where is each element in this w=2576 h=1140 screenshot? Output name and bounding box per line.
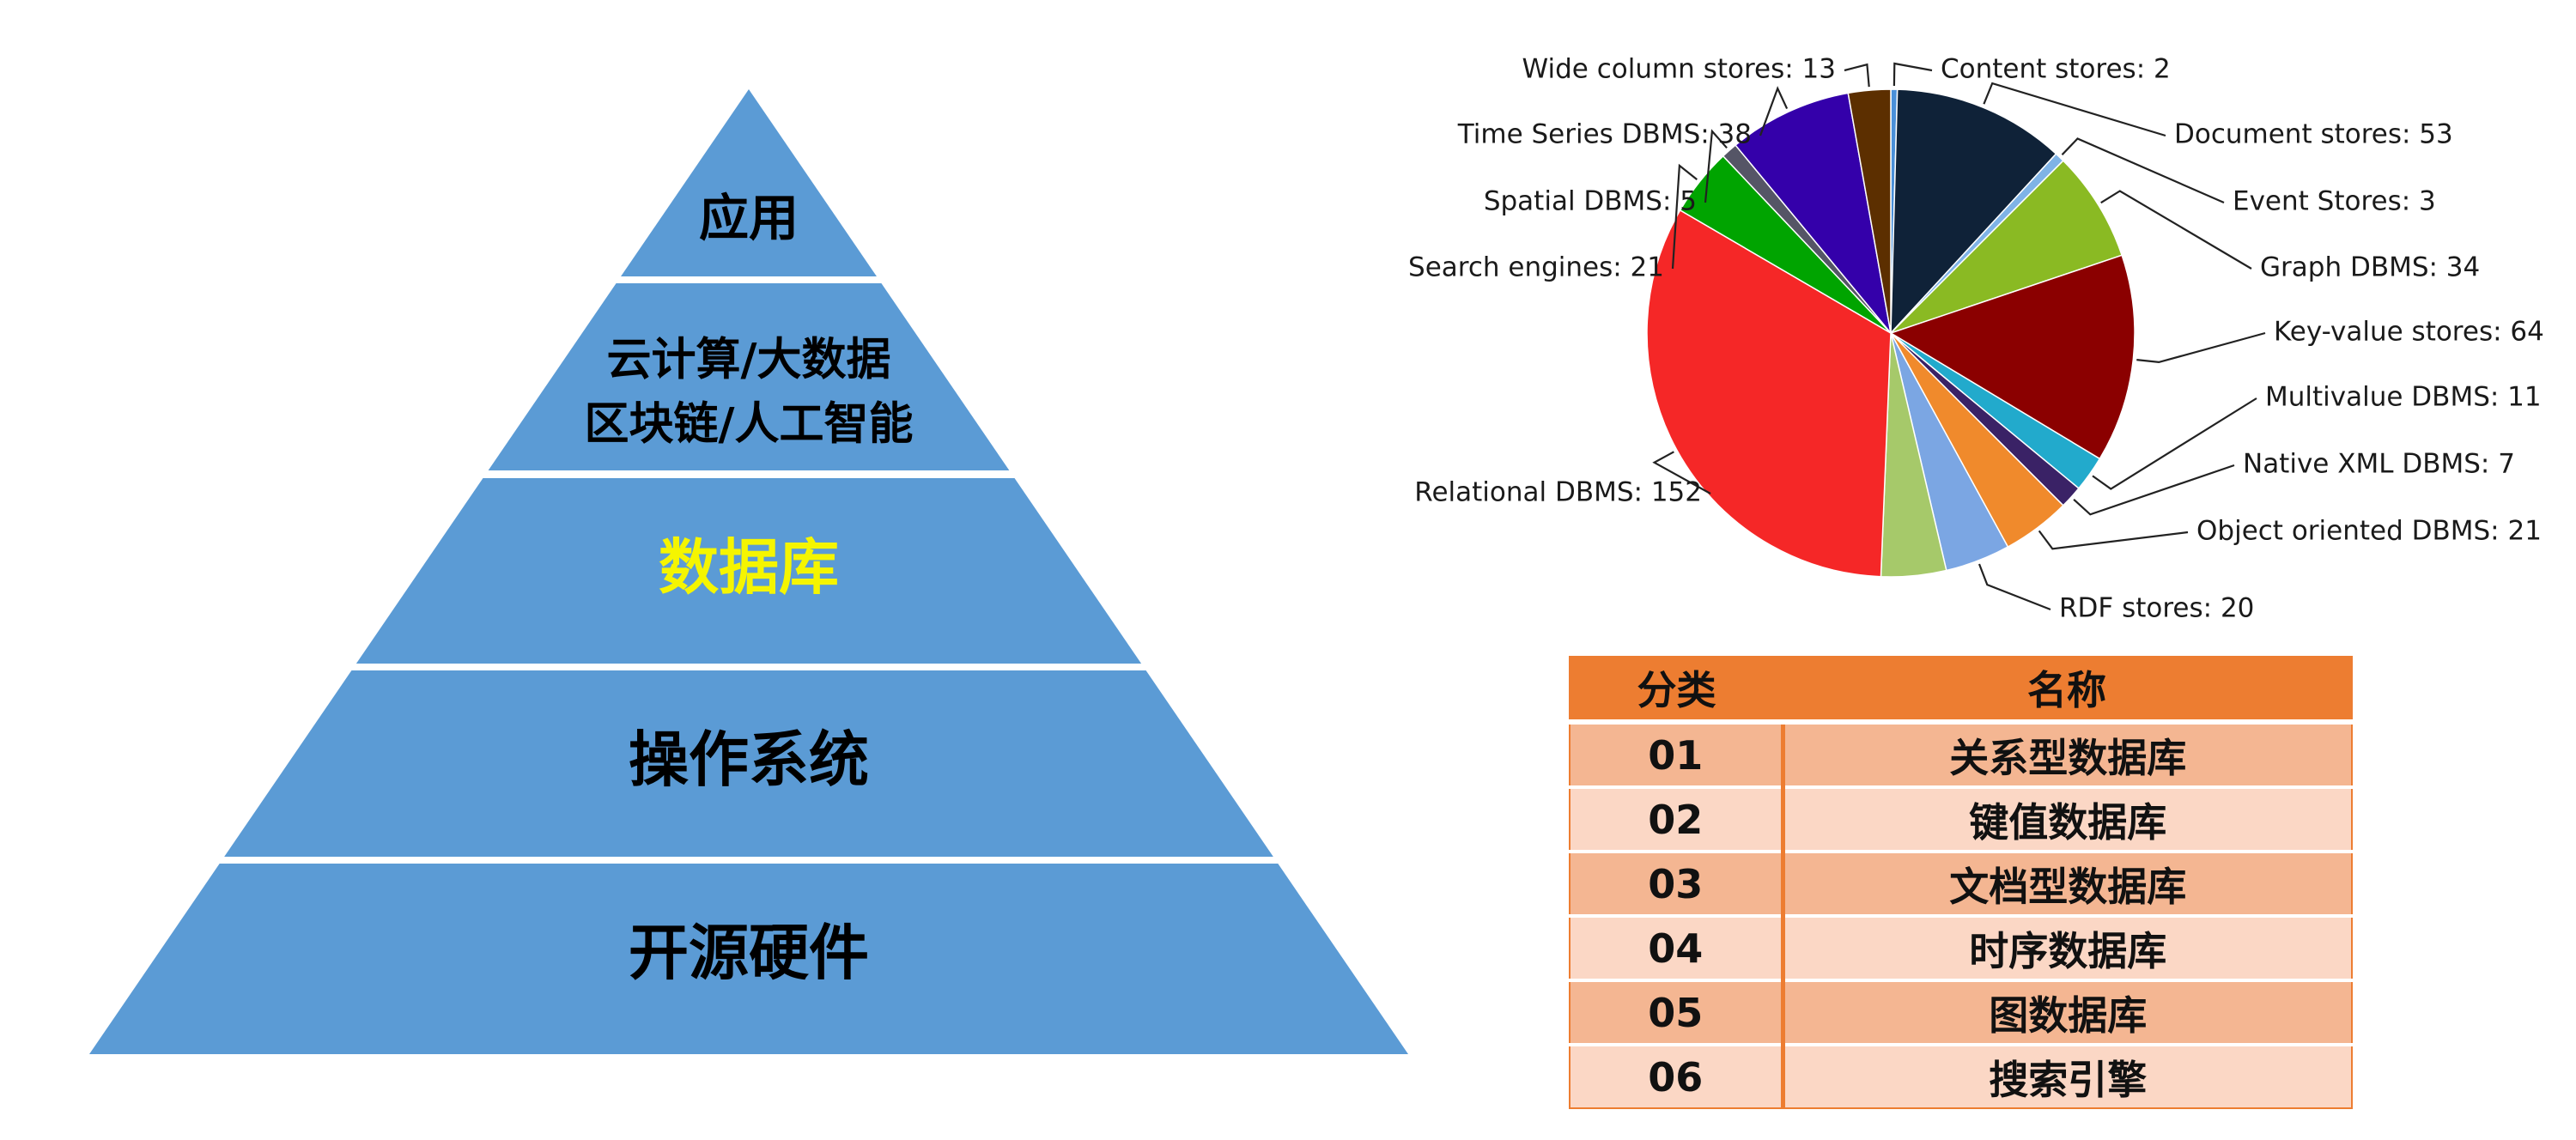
pie-leader-line <box>1671 163 1698 270</box>
table-row: 01 关系型数据库 <box>1569 722 2353 789</box>
database-category-table: 分类 名称 01 关系型数据库 02 键值数据库 03 文档型数据库 04 时序… <box>1569 656 2353 1109</box>
pie-label-15: Wide column stores: 13 <box>1522 54 1836 85</box>
pyramid-tier-4 <box>224 670 1273 857</box>
table-header-row: 分类 名称 <box>1569 656 2353 725</box>
row-name: 图数据库 <box>1783 980 2353 1046</box>
pie-leader-line <box>1893 62 1933 87</box>
database-category-pie-chart: Content stores: 2 Document stores: 53 Even… <box>1408 54 2544 624</box>
pyramid-tier-5 <box>89 864 1408 1054</box>
pie-slice-15 <box>1847 88 1892 334</box>
pie-leader-line <box>2061 137 2225 204</box>
pyramid-tier-4-label: 操作系统 <box>629 725 869 795</box>
table-row: 03 文档型数据库 <box>1569 852 2353 918</box>
pie-slice-11 <box>1646 209 1892 578</box>
header-name: 名称 <box>1783 656 2353 725</box>
pie-leader-line <box>2136 331 2266 364</box>
row-id: 04 <box>1569 916 1785 982</box>
row-id: 02 <box>1569 787 1785 853</box>
table-row: 05 图数据库 <box>1569 980 2353 1046</box>
pyramid-tier-2-label: 云计算/大数据 <box>607 334 891 385</box>
pyramid-tier-1 <box>621 89 877 276</box>
pie-leader-line <box>1704 129 1728 203</box>
pyramid-tier-1-label: 应用 <box>699 189 799 247</box>
pie-label-7: Native XML DBMS: 7 <box>2243 449 2515 480</box>
pie-leader-line <box>1759 86 1789 136</box>
pie-leader-line <box>1983 82 2166 137</box>
pie-slice-5 <box>1889 254 2136 460</box>
pie-label-12: Search engines: 21 <box>1408 252 1664 283</box>
row-id: 06 <box>1569 1045 1785 1109</box>
pie-label-13: Spatial DBMS: 5 <box>1484 186 1697 217</box>
pie-leader-line <box>1978 563 2051 611</box>
table-row: 02 键值数据库 <box>1569 787 2353 853</box>
pie-label-1: Content stores: 2 <box>1941 54 2171 85</box>
pyramid-tier-5-label: 开源硬件 <box>629 918 869 988</box>
header-category: 分类 <box>1569 656 1783 725</box>
pie-label-6: Multivalue DBMS: 11 <box>2265 382 2542 413</box>
pie-label-4: Graph DBMS: 34 <box>2260 252 2480 283</box>
pie-leader-line <box>2100 190 2252 270</box>
pie-label-8: Object oriented DBMS: 21 <box>2196 516 2542 547</box>
pie-leader-line <box>2073 464 2235 516</box>
pie-leader-line <box>2038 530 2189 550</box>
row-name: 键值数据库 <box>1783 787 2353 853</box>
row-id: 03 <box>1569 852 1785 918</box>
row-id: 01 <box>1569 722 1785 789</box>
row-name: 文档型数据库 <box>1783 852 2353 918</box>
pie-slice-4 <box>1890 160 2123 334</box>
pie-leader-line <box>1652 451 1711 494</box>
row-name: 关系型数据库 <box>1783 722 2353 789</box>
pyramid-tier-3-label: 数据库 <box>659 532 839 603</box>
pie-label-5: Key-value stores: 64 <box>2274 317 2544 348</box>
pie-slice-14 <box>1735 92 1893 336</box>
pie-label-2: Document stores: 53 <box>2174 119 2453 150</box>
pyramid-tier-2 <box>488 283 1010 470</box>
row-name: 搜索引擎 <box>1783 1045 2353 1109</box>
table-row: 04 时序数据库 <box>1569 916 2353 982</box>
row-id: 05 <box>1569 980 1785 1046</box>
row-name: 时序数据库 <box>1783 916 2353 982</box>
pyramid-tier-2-label: 区块链/人工智能 <box>585 399 914 451</box>
pie-label-14: Time Series DBMS: 38 <box>1457 119 1752 150</box>
pie-label-3: Event Stores: 3 <box>2233 186 2436 217</box>
pie-label-11: Relational DBMS: 152 <box>1414 477 1702 508</box>
pie-leader-line <box>1844 63 1870 88</box>
pie-slice-2 <box>1890 88 2057 335</box>
pie-label-9: RDF stores: 20 <box>2059 593 2254 624</box>
pyramid-tier-3 <box>355 478 1142 664</box>
pie-leader-line <box>2092 397 2257 490</box>
table-row: 06 搜索引擎 <box>1569 1045 2353 1109</box>
